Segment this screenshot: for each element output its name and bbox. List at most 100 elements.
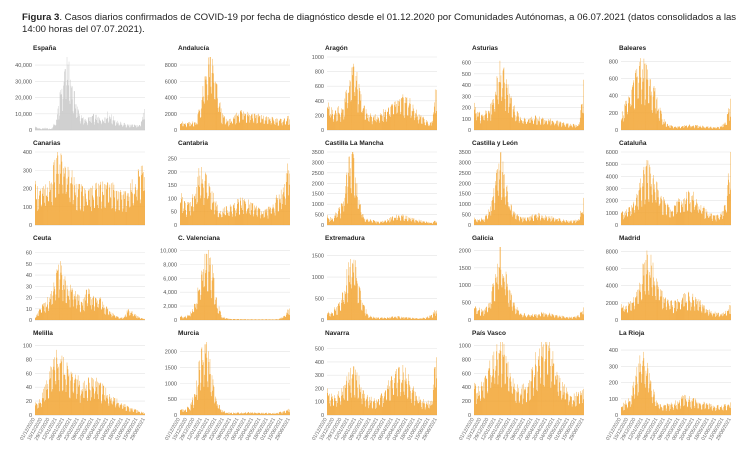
y-tick-label: 200 <box>609 111 618 117</box>
y-tick-label: 4000 <box>165 96 177 102</box>
panel-title: Andalucía <box>178 45 209 52</box>
y-tick-label: 200 <box>462 106 471 112</box>
chart-panel: Extremadura 0 500 1000 1500 <box>312 235 437 324</box>
y-tick-label: 40,000 <box>15 63 32 69</box>
y-tick-label: 20,000 <box>15 96 32 102</box>
panel-title: Galicia <box>472 235 494 242</box>
chart-panel: Andalucía 0 2000 4000 6000 8000 <box>165 45 290 134</box>
chart-panel: Aragón 0 200 400 600 800 1000 <box>312 45 437 134</box>
panel-title: La Rioja <box>619 330 645 337</box>
chart-panel: La Rioja010020030040001/12/202015/12/202… <box>605 330 733 442</box>
y-tick-label: 0 <box>615 318 618 324</box>
y-tick-label: 200 <box>23 187 32 193</box>
y-tick-label: 0 <box>29 318 32 324</box>
y-tick-label: 2000 <box>165 112 177 118</box>
y-tick-label: 500 <box>462 72 471 78</box>
chart-panel: Cataluña 0 1000 2000 3000 4000 5000 6000 <box>606 140 731 229</box>
chart-panel: Madrid 0 2000 4000 6000 8000 <box>606 235 731 324</box>
daily-case-bars <box>35 261 145 320</box>
y-tick-label: 2,000 <box>163 304 177 310</box>
y-tick-label: 2500 <box>459 171 471 177</box>
chart-panel: Galicia 0 500 1000 1500 2000 <box>459 235 584 324</box>
y-tick-label: 800 <box>462 357 471 363</box>
y-tick-label: 6000 <box>165 79 177 85</box>
y-tick-label: 400 <box>23 150 32 156</box>
y-tick-label: 0 <box>615 223 618 229</box>
y-tick-label: 0 <box>468 128 471 134</box>
y-tick-label: 600 <box>609 76 618 82</box>
y-tick-label: 200 <box>315 113 324 119</box>
y-tick-label: 0 <box>321 318 324 324</box>
panel-title: Cataluña <box>619 140 647 147</box>
y-tick-label: 1000 <box>165 381 177 387</box>
y-tick-label: 3000 <box>312 160 324 166</box>
y-tick-label: 2000 <box>606 301 618 307</box>
y-tick-label: 1000 <box>459 343 471 349</box>
y-tick-label: 6000 <box>606 150 618 156</box>
y-tick-label: 40 <box>26 385 32 391</box>
y-tick-label: 2000 <box>606 199 618 205</box>
y-tick-label: 10 <box>26 307 32 313</box>
daily-case-bars <box>327 259 437 320</box>
panel-title: Madrid <box>619 235 640 242</box>
y-tick-label: 200 <box>315 386 324 392</box>
daily-case-bars <box>180 163 290 225</box>
y-tick-label: 500 <box>462 301 471 307</box>
figure-caption-text: . Casos diarios confirmados de COVID-19 … <box>22 12 737 35</box>
daily-case-bars <box>35 57 145 130</box>
y-tick-label: 1500 <box>459 266 471 272</box>
panel-title: Navarra <box>325 330 350 337</box>
chart-panel: Ceuta 0 10 20 30 40 50 60 <box>26 235 145 324</box>
y-tick-label: 800 <box>609 59 618 65</box>
y-tick-label: 50 <box>26 262 32 268</box>
chart-panel: Baleares 0 200 400 600 800 <box>609 45 731 134</box>
daily-case-bars <box>474 342 584 415</box>
y-tick-label: 1000 <box>312 275 324 281</box>
panel-title: País Vasco <box>472 330 506 337</box>
panel-title: Aragón <box>325 45 348 52</box>
y-tick-label: 1500 <box>165 365 177 371</box>
y-tick-label: 4000 <box>606 174 618 180</box>
y-tick-label: 200 <box>168 170 177 176</box>
y-tick-label: 500 <box>168 397 177 403</box>
chart-panel: C. Valenciana 0 2,000 4,000 6,000 8,000 10,000 <box>160 235 290 324</box>
y-tick-label: 0 <box>468 413 471 419</box>
y-tick-label: 400 <box>462 385 471 391</box>
panel-title: Melilla <box>33 330 53 337</box>
chart-panel: Castilla y León 0 500 1000 1500 2000 2500 3000 3… <box>459 140 584 229</box>
daily-case-bars <box>474 60 584 130</box>
y-tick-label: 400 <box>315 360 324 366</box>
y-tick-label: 20 <box>26 296 32 302</box>
daily-case-bars <box>180 57 290 130</box>
y-tick-label: 1000 <box>459 202 471 208</box>
panel-title: España <box>33 45 57 52</box>
panel-title: Cantabria <box>178 140 208 147</box>
chart-panel: Asturias 0 100 200 300 400 500 600 <box>462 45 584 134</box>
y-tick-label: 1500 <box>459 192 471 198</box>
daily-case-bars <box>474 152 584 225</box>
y-tick-label: 2500 <box>312 171 324 177</box>
y-tick-label: 1000 <box>312 202 324 208</box>
daily-case-bars <box>621 152 731 225</box>
y-tick-label: 500 <box>315 213 324 219</box>
daily-case-bars <box>621 351 731 415</box>
panel-title: C. Valenciana <box>178 235 220 242</box>
y-tick-label: 2000 <box>459 248 471 254</box>
y-tick-label: 60 <box>26 251 32 257</box>
y-tick-label: 2000 <box>165 350 177 356</box>
y-tick-label: 0 <box>174 318 177 324</box>
y-tick-label: 200 <box>462 399 471 405</box>
chart-panel: Canarias 0 100 200 300 400 <box>23 140 145 229</box>
panel-title: Ceuta <box>33 235 51 242</box>
chart-panel: País Vasco0200400600800100001/12/202015/… <box>458 330 586 442</box>
y-tick-label: 0 <box>615 413 618 419</box>
y-tick-label: 0 <box>29 128 32 134</box>
chart-panel: Melilla02040608010001/12/202015/12/20202… <box>19 330 147 442</box>
figure-caption: Figura 3. Casos diarios confirmados de C… <box>22 12 742 36</box>
y-tick-label: 40 <box>26 273 32 279</box>
y-tick-label: 100 <box>23 205 32 211</box>
y-tick-label: 8,000 <box>163 262 177 268</box>
daily-case-bars <box>327 152 437 225</box>
y-tick-label: 0 <box>468 318 471 324</box>
